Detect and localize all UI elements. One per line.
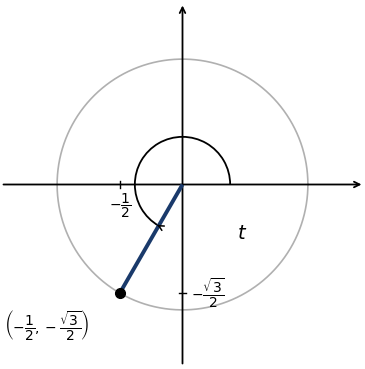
Text: $-\dfrac{\sqrt{3}}{2}$: $-\dfrac{\sqrt{3}}{2}$: [191, 276, 225, 310]
Text: $t$: $t$: [237, 225, 247, 244]
Text: $-\dfrac{1}{2}$: $-\dfrac{1}{2}$: [108, 192, 131, 220]
Text: $\left(-\dfrac{1}{2}, -\dfrac{\sqrt{3}}{2}\right)$: $\left(-\dfrac{1}{2}, -\dfrac{\sqrt{3}}{…: [4, 308, 90, 342]
